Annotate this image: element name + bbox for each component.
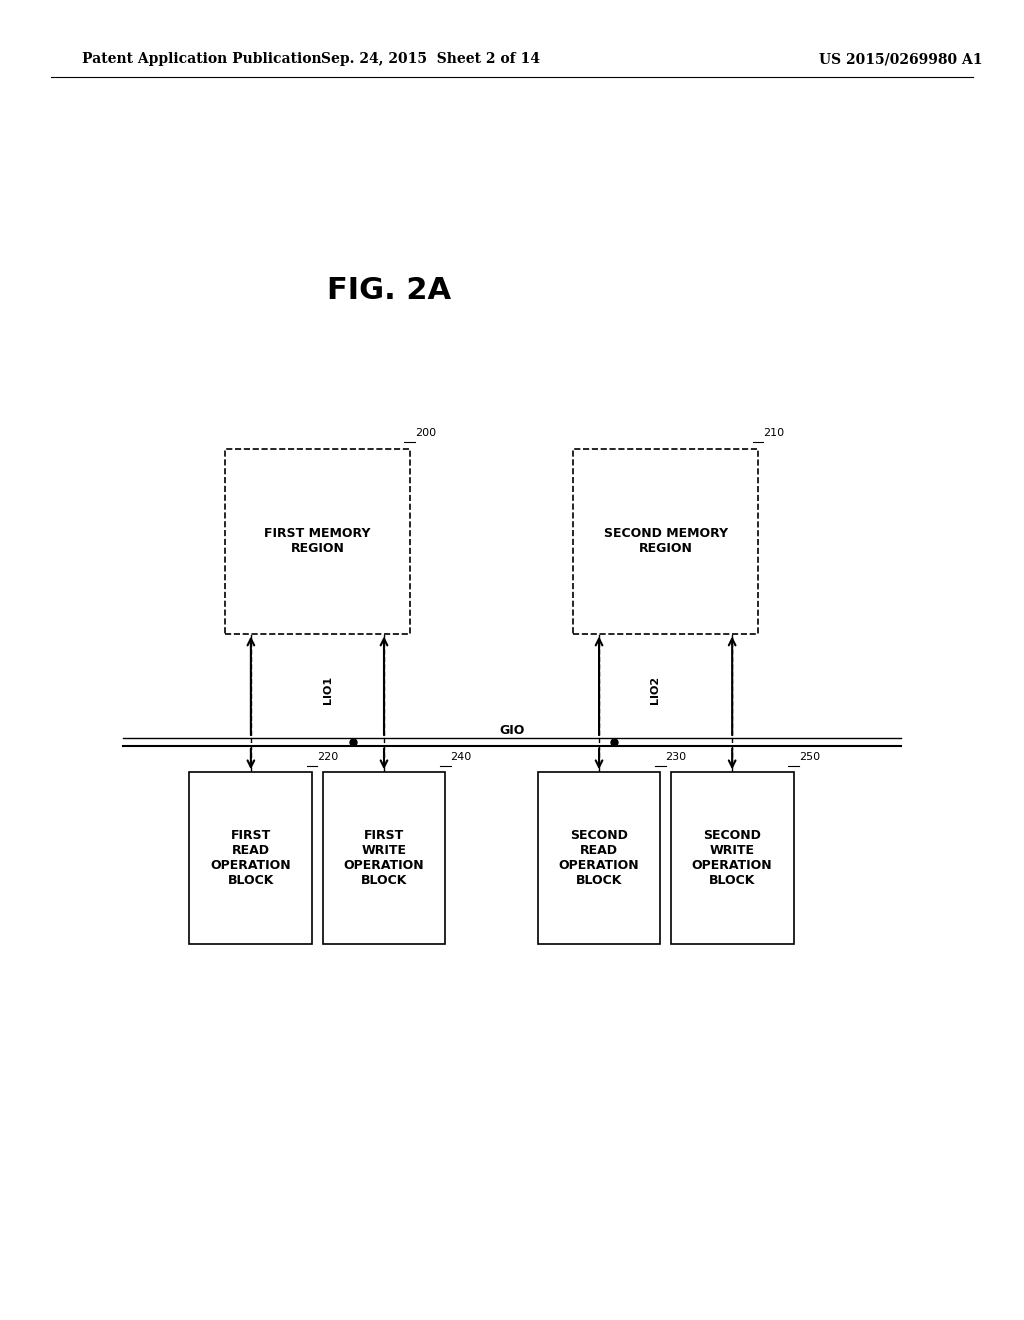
Text: SECOND MEMORY
REGION: SECOND MEMORY REGION — [603, 527, 728, 556]
Text: LIO2: LIO2 — [650, 676, 660, 704]
Text: SECOND
READ
OPERATION
BLOCK: SECOND READ OPERATION BLOCK — [559, 829, 639, 887]
Text: SECOND
WRITE
OPERATION
BLOCK: SECOND WRITE OPERATION BLOCK — [692, 829, 772, 887]
Text: FIRST
READ
OPERATION
BLOCK: FIRST READ OPERATION BLOCK — [211, 829, 291, 887]
Text: 230: 230 — [666, 751, 687, 762]
Text: 250: 250 — [799, 751, 820, 762]
Text: GIO: GIO — [500, 723, 524, 737]
Text: 240: 240 — [451, 751, 472, 762]
Text: 210: 210 — [763, 428, 784, 438]
Text: 220: 220 — [317, 751, 339, 762]
Text: FIG. 2A: FIG. 2A — [327, 276, 452, 305]
Text: FIRST
WRITE
OPERATION
BLOCK: FIRST WRITE OPERATION BLOCK — [344, 829, 424, 887]
FancyBboxPatch shape — [189, 772, 312, 944]
FancyBboxPatch shape — [225, 449, 410, 634]
Text: US 2015/0269980 A1: US 2015/0269980 A1 — [819, 53, 983, 66]
Text: FIRST MEMORY
REGION: FIRST MEMORY REGION — [264, 527, 371, 556]
Text: LIO1: LIO1 — [323, 676, 333, 704]
FancyBboxPatch shape — [323, 772, 445, 944]
FancyBboxPatch shape — [573, 449, 758, 634]
Text: Patent Application Publication: Patent Application Publication — [82, 53, 322, 66]
Text: Sep. 24, 2015  Sheet 2 of 14: Sep. 24, 2015 Sheet 2 of 14 — [321, 53, 540, 66]
FancyBboxPatch shape — [671, 772, 794, 944]
FancyBboxPatch shape — [538, 772, 660, 944]
Text: 200: 200 — [415, 428, 436, 438]
